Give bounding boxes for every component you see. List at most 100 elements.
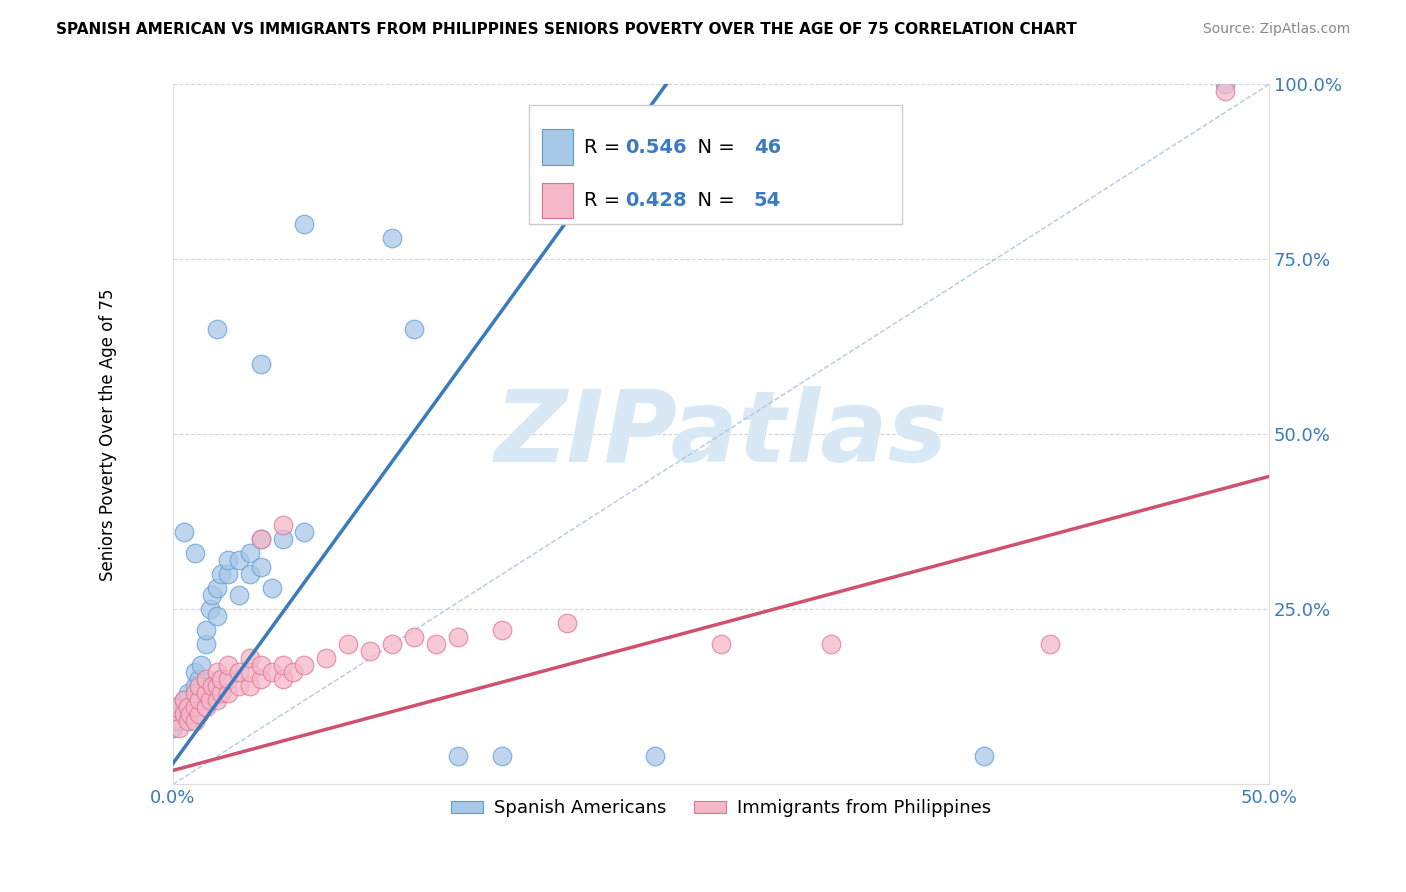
- Point: [201, 589, 224, 603]
- Point: [209, 567, 232, 582]
- Point: [283, 665, 305, 680]
- Point: [194, 624, 217, 638]
- Point: [205, 322, 228, 336]
- Point: [820, 637, 842, 651]
- Point: [228, 553, 250, 567]
- Point: [447, 749, 470, 764]
- Point: [177, 707, 200, 722]
- Point: [188, 693, 211, 707]
- Point: [359, 644, 381, 658]
- Point: [239, 546, 262, 560]
- Point: [491, 749, 513, 764]
- Point: [184, 693, 207, 707]
- Point: [294, 658, 316, 673]
- Point: [162, 722, 184, 736]
- Text: ZIPatlas: ZIPatlas: [495, 386, 948, 483]
- Point: [249, 533, 271, 547]
- FancyBboxPatch shape: [543, 183, 574, 219]
- Point: [217, 553, 239, 567]
- Point: [177, 686, 200, 700]
- Point: [194, 680, 217, 694]
- Point: [294, 525, 316, 540]
- Text: 0.428: 0.428: [626, 191, 688, 211]
- Point: [557, 616, 579, 631]
- Text: 46: 46: [754, 137, 782, 157]
- Point: [337, 637, 360, 651]
- Point: [249, 673, 271, 687]
- Text: Source: ZipAtlas.com: Source: ZipAtlas.com: [1202, 22, 1350, 37]
- Point: [184, 714, 207, 729]
- Point: [188, 673, 211, 687]
- Point: [194, 686, 217, 700]
- Point: [228, 665, 250, 680]
- Point: [173, 693, 195, 707]
- Y-axis label: Seniors Poverty Over the Age of 75: Seniors Poverty Over the Age of 75: [100, 288, 117, 581]
- Point: [188, 707, 211, 722]
- Point: [209, 686, 232, 700]
- Text: SPANISH AMERICAN VS IMMIGRANTS FROM PHILIPPINES SENIORS POVERTY OVER THE AGE OF : SPANISH AMERICAN VS IMMIGRANTS FROM PHIL…: [56, 22, 1077, 37]
- Point: [315, 651, 337, 665]
- Point: [249, 533, 271, 547]
- Point: [162, 700, 184, 714]
- Point: [169, 714, 191, 729]
- Point: [194, 637, 217, 651]
- Point: [271, 673, 294, 687]
- Point: [188, 680, 211, 694]
- Point: [1213, 78, 1236, 92]
- Point: [271, 518, 294, 533]
- Point: [201, 680, 224, 694]
- Text: 0.546: 0.546: [626, 137, 688, 157]
- Point: [239, 567, 262, 582]
- Point: [184, 686, 207, 700]
- Point: [177, 700, 200, 714]
- FancyBboxPatch shape: [529, 105, 901, 225]
- Point: [249, 658, 271, 673]
- Point: [402, 631, 425, 645]
- Point: [447, 631, 470, 645]
- Point: [173, 707, 195, 722]
- Point: [205, 582, 228, 596]
- Point: [217, 686, 239, 700]
- Point: [194, 673, 217, 687]
- Point: [249, 358, 271, 372]
- Text: R =: R =: [583, 191, 627, 211]
- Point: [209, 673, 232, 687]
- Text: R =: R =: [583, 137, 627, 157]
- Point: [190, 658, 212, 673]
- Point: [184, 665, 207, 680]
- Point: [194, 700, 217, 714]
- Point: [217, 567, 239, 582]
- Point: [260, 665, 283, 680]
- Point: [381, 231, 404, 245]
- Point: [179, 707, 201, 722]
- Point: [217, 673, 239, 687]
- Point: [162, 714, 184, 729]
- Point: [228, 589, 250, 603]
- Point: [710, 637, 733, 651]
- Text: N =: N =: [685, 191, 741, 211]
- Point: [188, 686, 211, 700]
- Point: [381, 637, 404, 651]
- Text: 54: 54: [754, 191, 782, 211]
- Point: [198, 602, 221, 616]
- Point: [1213, 85, 1236, 99]
- Point: [239, 651, 262, 665]
- Point: [239, 665, 262, 680]
- Point: [294, 218, 316, 232]
- Point: [260, 582, 283, 596]
- Point: [205, 609, 228, 624]
- Point: [271, 658, 294, 673]
- Point: [184, 700, 207, 714]
- Point: [184, 680, 207, 694]
- Point: [249, 560, 271, 574]
- Point: [162, 707, 184, 722]
- Point: [173, 693, 195, 707]
- Point: [973, 749, 995, 764]
- Point: [402, 322, 425, 336]
- Point: [217, 658, 239, 673]
- Point: [228, 680, 250, 694]
- Point: [169, 700, 191, 714]
- Point: [184, 546, 207, 560]
- FancyBboxPatch shape: [543, 129, 574, 165]
- Point: [169, 722, 191, 736]
